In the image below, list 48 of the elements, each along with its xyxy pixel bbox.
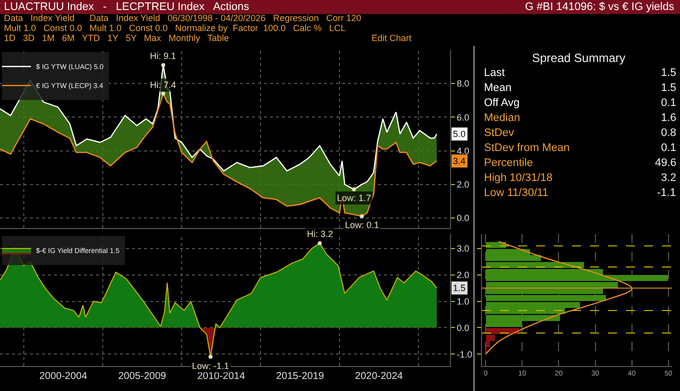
y-tick-label: -1.0	[456, 349, 472, 360]
annotation: Low: -1.1	[192, 361, 230, 371]
y-tick-label: 3.0	[456, 244, 470, 254]
text: Percentile	[484, 157, 533, 169]
text: 1.5	[661, 67, 676, 79]
x-tick-label: 2015-2019	[276, 371, 324, 382]
y-tick-label: 2.0	[456, 270, 470, 280]
y-tick-label: 8.0	[456, 78, 470, 89]
text: High 10/31/18	[484, 172, 552, 184]
x-tick-label: 2020-2024	[355, 371, 404, 382]
annotation: Low: 0.1	[345, 220, 380, 230]
x-tick-label: 2010-2014	[197, 371, 246, 382]
text: LUACTRUU Index - LECPTREU Index Actions	[4, 1, 250, 13]
y-tick-label: 2.0	[456, 179, 470, 190]
text: G #BI 141096: $ vs € IG yields	[525, 1, 675, 13]
text: 49.6	[655, 157, 676, 169]
y-tick-label: 0.0	[456, 322, 470, 333]
y-tick-label: 1.0	[456, 296, 470, 306]
text: 3.2	[661, 172, 676, 184]
x-tick-label: 2005-2009	[118, 371, 166, 382]
text: Low 11/30/11	[484, 187, 548, 199]
text: Spread Summary	[532, 51, 626, 65]
text: 0.8	[661, 127, 676, 139]
annotation: Hi: 7.4	[150, 80, 176, 90]
annotation: Low: 1.7	[337, 193, 372, 203]
x-tick-label: 2000-2004	[39, 371, 88, 382]
text: Last	[484, 67, 505, 79]
text: Mean	[484, 82, 512, 94]
annotation: Hi: 3.2	[307, 229, 334, 239]
text: Mult 1.0 Const 0.0 Mult 1.0 Const 0.0 Normalize by Factor 100.0 Calc % LCL	[4, 23, 346, 33]
text: 1.5	[661, 82, 676, 94]
text: 0.1	[661, 97, 676, 109]
y-tick-label: 0.0	[456, 213, 470, 224]
text: Data Index Yield Data Index Yield 06/30/1998 - 04/20/2026 Regression Corr 120	[4, 13, 362, 23]
annotation: 3.4	[453, 156, 466, 166]
text: Median	[484, 112, 520, 124]
text: StDev	[484, 127, 514, 139]
text: 0.1	[661, 142, 676, 154]
annotation: 5.0	[453, 129, 466, 139]
y-tick-label: 6.0	[456, 112, 470, 122]
text: -1.1	[657, 187, 676, 199]
text: 1D 3D 1M 6M YTD 1Y 5Y Max Monthly Table Edit Chart	[4, 33, 412, 43]
annotation: 1.5	[453, 283, 466, 293]
y-tick-label: 4.0	[456, 146, 470, 156]
text: 1.6	[661, 112, 676, 124]
text: Off Avg	[484, 97, 520, 109]
annotation: Hi: 9.1	[150, 51, 176, 61]
text: StDev from Mean	[484, 142, 570, 154]
